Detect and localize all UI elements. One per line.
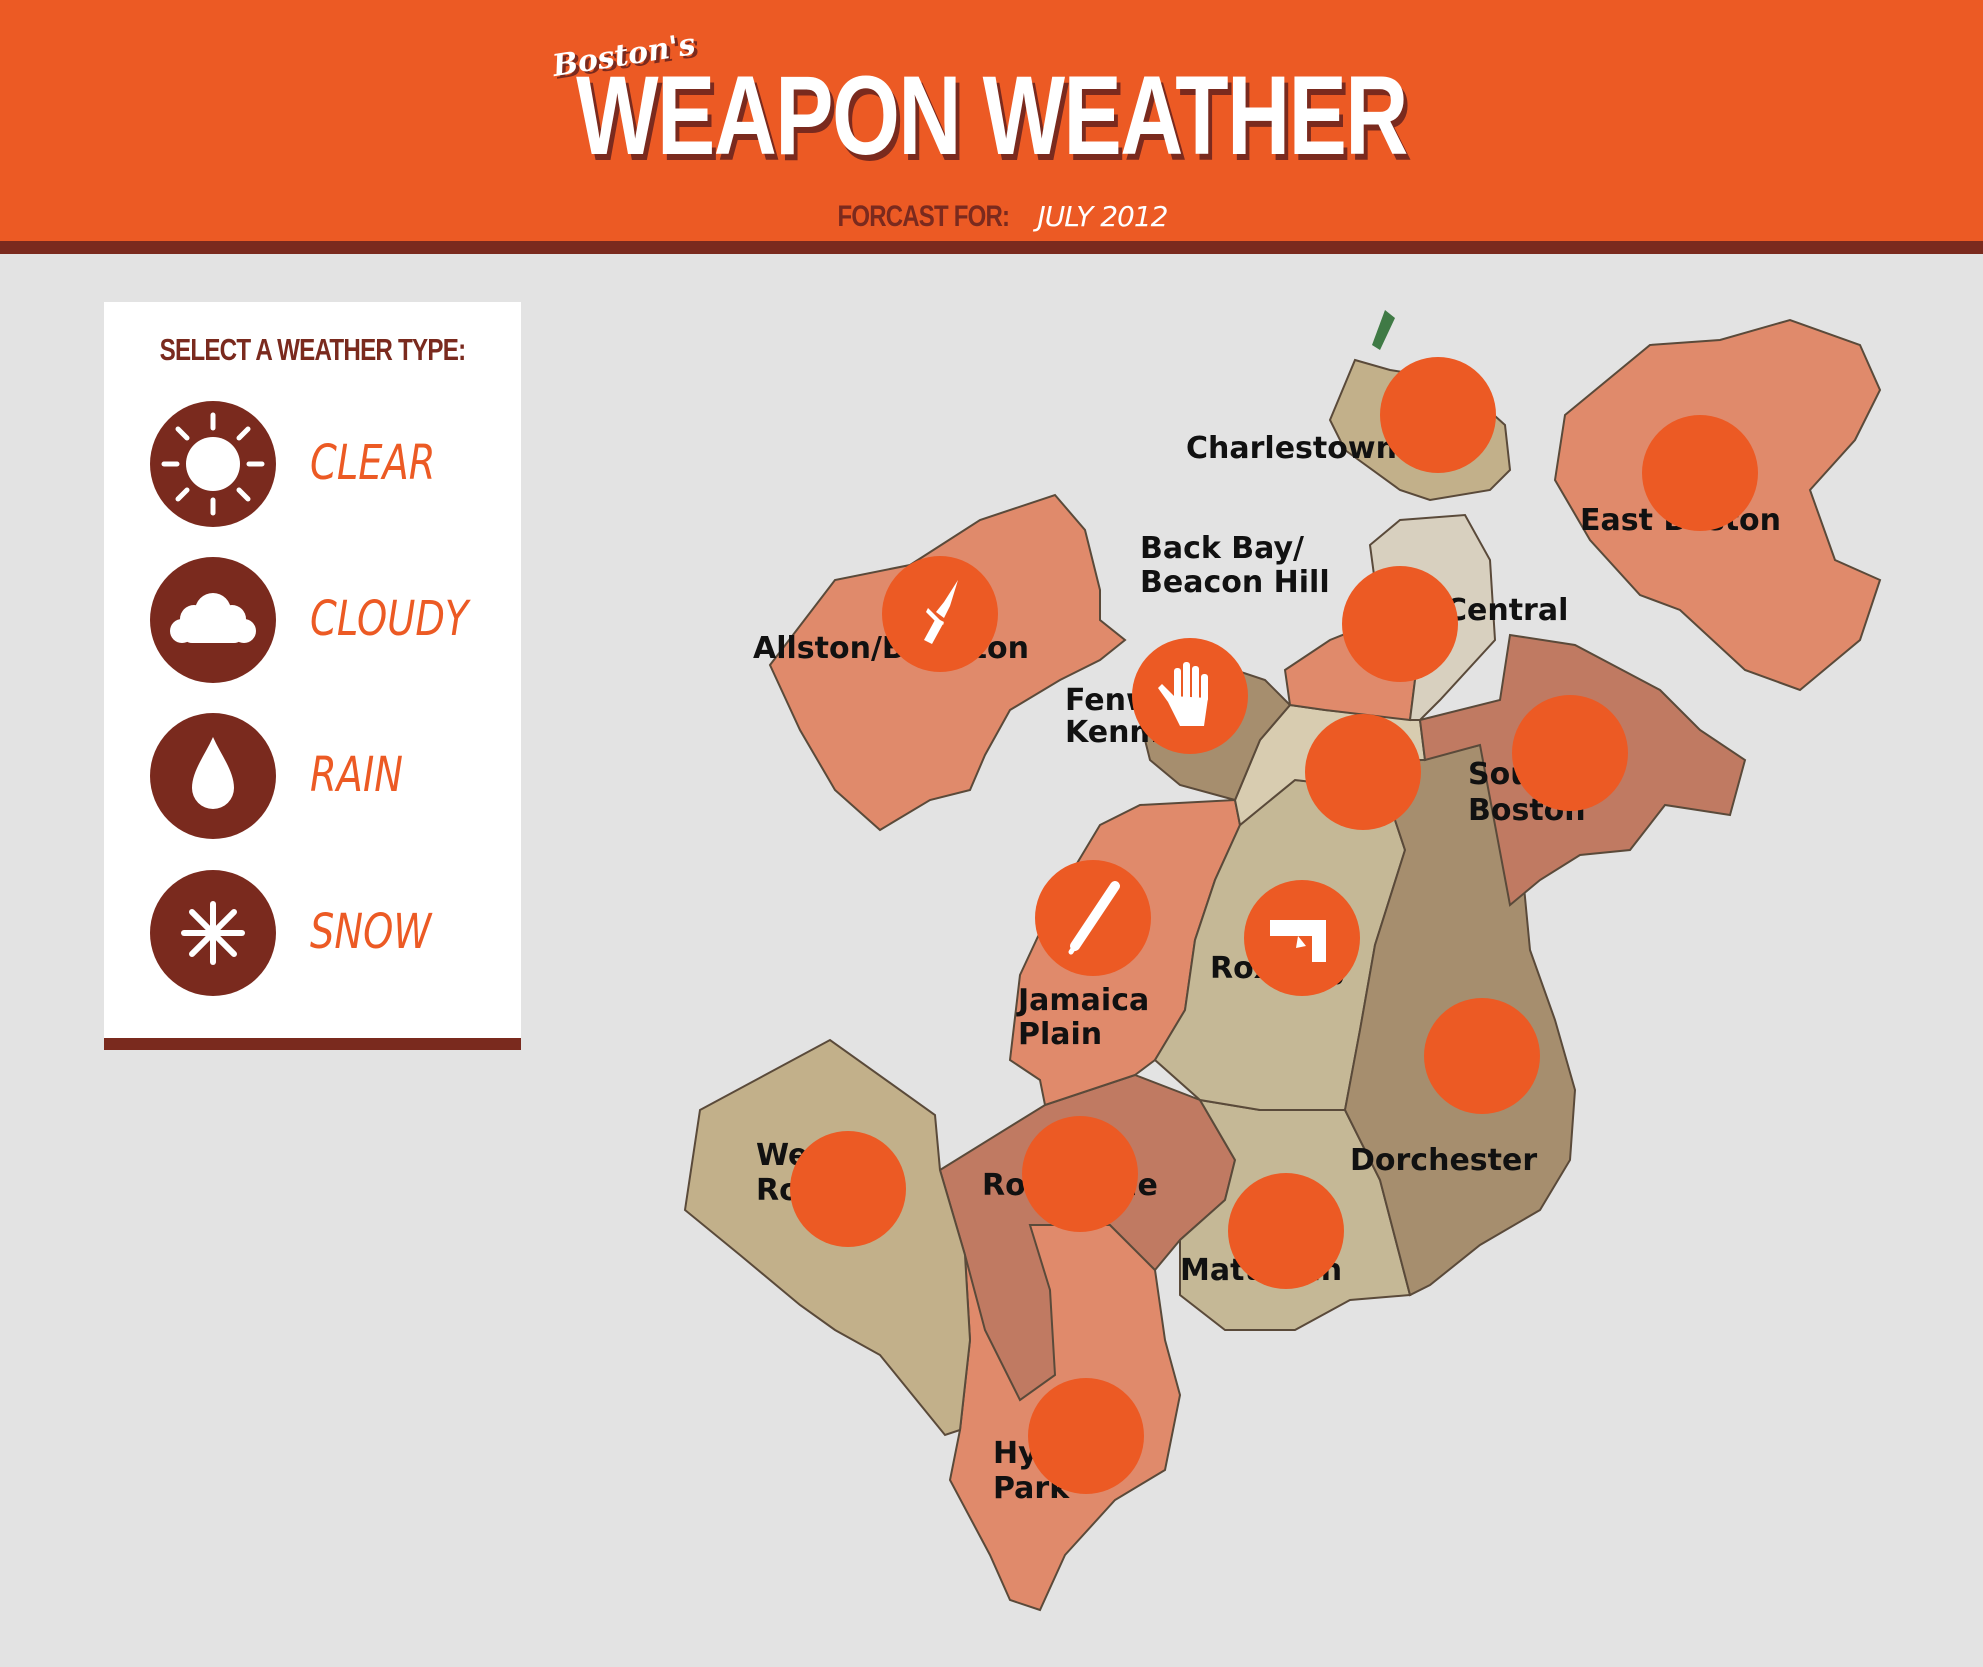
forecast-line: FORCAST FOR: JULY 2012 (0, 200, 1983, 234)
panel-title: SELECT A WEATHER TYPE: (159, 332, 466, 367)
label-dorchester: Dorchester (1350, 1143, 1537, 1178)
marker-dorchester[interactable] (1424, 998, 1540, 1114)
weather-option-label: RAIN (310, 747, 403, 803)
marker-south-end[interactable] (1305, 714, 1421, 830)
label-jamaica-plain-2: Plain (1018, 1017, 1102, 1052)
weather-option-label: CLEAR (310, 435, 436, 491)
weather-option-cloudy[interactable]: CLOUDY (150, 557, 490, 683)
forecast-label: FORCAST FOR: (836, 200, 1010, 233)
snowflake-icon (150, 870, 276, 996)
forecast-value: JULY 2012 (1037, 200, 1169, 233)
marker-allston-brighton[interactable] (882, 556, 998, 672)
raindrop-icon (150, 713, 276, 839)
cloud-icon (150, 557, 276, 683)
label-central: Central (1445, 593, 1568, 628)
sun-icon (150, 401, 276, 527)
weather-option-clear[interactable]: CLEAR (150, 401, 490, 527)
marker-south-boston[interactable] (1512, 695, 1628, 811)
marker-mattapan[interactable] (1228, 1173, 1344, 1289)
app-title: WEAPON WEATHER (576, 53, 1408, 178)
label-jamaica-plain-1: Jamaica (1016, 983, 1149, 1018)
marker-west-roxbury[interactable] (790, 1131, 906, 1247)
gun-icon (1270, 920, 1326, 962)
header-banner: Boston's WEAPON WEATHER FORCAST FOR: JUL… (0, 0, 1983, 254)
weather-option-rain[interactable]: RAIN (150, 713, 490, 839)
bat-icon (1068, 881, 1120, 955)
marker-fenway-kenmore[interactable] (1132, 638, 1248, 754)
weather-markers (790, 357, 1758, 1494)
weather-type-panel: SELECT A WEATHER TYPE: CLEAR (104, 302, 521, 1050)
marker-hyde-park[interactable] (1028, 1378, 1144, 1494)
label-charlestown: Charlestown (1186, 431, 1397, 466)
marker-roslindale[interactable] (1022, 1116, 1138, 1232)
weather-option-snow[interactable]: SNOW (150, 870, 490, 996)
marker-east-boston[interactable] (1642, 415, 1758, 531)
hand-icon (1158, 662, 1208, 726)
marker-roxbury[interactable] (1244, 880, 1360, 996)
marker-back-bay[interactable] (1342, 566, 1458, 682)
label-back-bay-2: Beacon Hill (1140, 565, 1330, 600)
knife-icon (924, 580, 958, 644)
label-back-bay-1: Back Bay/ (1140, 531, 1304, 566)
park-island-detail (1372, 310, 1395, 350)
marker-charlestown[interactable] (1380, 357, 1496, 473)
weather-option-label: CLOUDY (310, 591, 469, 647)
weather-option-label: SNOW (310, 904, 432, 960)
marker-jamaica-plain[interactable] (1035, 860, 1151, 976)
